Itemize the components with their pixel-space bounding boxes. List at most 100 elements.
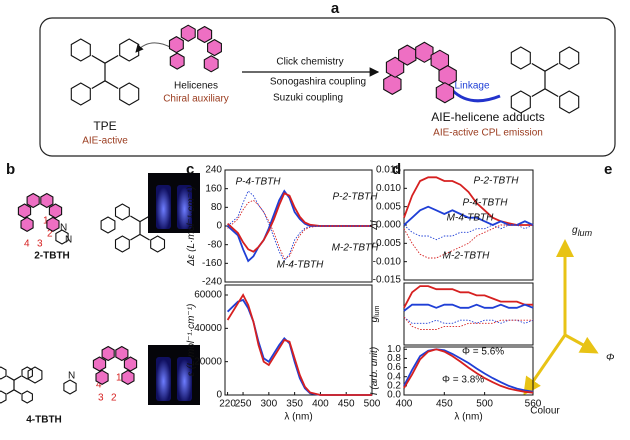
ring	[46, 216, 60, 233]
y-axis-label-text: I (arb. unit)	[369, 347, 380, 395]
ring	[168, 35, 184, 54]
bond	[531, 88, 546, 98]
y-tick-label: -0.015	[373, 275, 402, 286]
y-tick-label: -0.010	[373, 256, 402, 267]
ring	[26, 192, 40, 209]
linkage-line	[450, 88, 501, 103]
method: Suzuki coupling	[273, 93, 343, 104]
y-axis-label-text: ε (L·mol⁻¹·cm⁻¹)	[186, 304, 197, 377]
ring	[180, 24, 196, 42]
product-note: AIE-active CPL emission	[433, 128, 543, 139]
series-line	[403, 348, 534, 394]
series-line	[403, 348, 534, 393]
y-tick-label: 160	[205, 183, 222, 194]
series-line	[403, 303, 534, 312]
axis-arrow	[564, 333, 599, 354]
ring	[63, 379, 77, 395]
vial	[156, 357, 171, 401]
ring	[121, 369, 135, 386]
x-axis-label: λ (nm)	[284, 412, 312, 423]
locant: 4	[24, 239, 30, 250]
locant: 1	[116, 373, 122, 384]
y-tick-label: 60000	[194, 290, 222, 301]
bond	[531, 62, 546, 72]
series-line	[227, 190, 372, 262]
y-tick-label: -0.005	[373, 238, 402, 249]
y-tick-label: 0.8	[387, 353, 401, 364]
y-tick-label: 0.0	[387, 390, 401, 401]
structures	[0, 24, 580, 405]
helicene-note: Chiral auxiliary	[163, 94, 229, 105]
y-tick-label: -240	[202, 277, 222, 288]
plot-frame	[224, 284, 373, 396]
ring	[101, 345, 115, 362]
y-tick-label: -160	[202, 258, 222, 269]
x-tick-label: 450	[436, 399, 453, 410]
y-axis-label-text: g	[369, 316, 380, 322]
y-tick-label: 0	[216, 390, 222, 401]
ring	[40, 192, 54, 209]
locant: 3	[37, 239, 43, 250]
ring	[17, 203, 32, 219]
ring	[398, 44, 417, 66]
bond	[13, 375, 22, 381]
ring	[169, 52, 185, 70]
product-label: AIE-helicene adducts	[431, 110, 544, 124]
series-label: P-2-TBTH	[333, 192, 379, 203]
y-axis-label-text: Δε (L·mol⁻¹·cm⁻¹)	[186, 186, 197, 266]
bond	[91, 54, 106, 64]
series-line	[403, 224, 534, 241]
y-tick-label: 20000	[194, 356, 222, 367]
x-tick-label: 400	[396, 399, 413, 410]
y-tick-label: 240	[205, 165, 222, 176]
y-tick-label: 40000	[194, 323, 222, 334]
compound-label: 4-TBTH	[26, 415, 62, 426]
x-tick-label: 400	[312, 399, 329, 410]
ring	[203, 55, 219, 73]
y-tick-label: 0.005	[376, 201, 401, 212]
y-tick-label: 80	[211, 202, 223, 213]
panel-letter: c	[186, 161, 194, 178]
bond	[6, 375, 15, 381]
ring	[123, 356, 138, 372]
ring	[383, 73, 402, 96]
ring	[114, 235, 130, 253]
axis-subscript: lum	[578, 228, 593, 238]
series-line	[403, 176, 533, 226]
ring	[0, 366, 7, 380]
locant: 3	[98, 393, 104, 404]
ring	[559, 46, 580, 70]
x-tick-label: 350	[286, 399, 303, 410]
y-axis-label: I (arb. unit)	[369, 347, 380, 395]
ring	[0, 390, 7, 404]
annotation: Φ = 5.6%	[462, 347, 504, 358]
annotation: Φ = 3.8%	[442, 375, 484, 386]
x-tick-label: 220	[219, 399, 236, 410]
vial	[177, 357, 192, 401]
bond	[91, 80, 106, 90]
ring	[207, 38, 222, 57]
x-tick-label: 450	[338, 399, 355, 410]
bond	[13, 389, 22, 395]
ring	[435, 82, 455, 104]
axis-label: Φ	[606, 353, 614, 364]
y-axis-label: glum	[369, 305, 381, 322]
series-label: M-2-TBTH	[332, 243, 379, 254]
axis-arrow	[523, 334, 567, 396]
x-tick-label: 560	[525, 399, 542, 410]
y-tick-label: 0.000	[376, 220, 401, 231]
y-axis-label: ΔI	[369, 220, 380, 231]
x-axis-label: λ (nm)	[454, 412, 482, 423]
ring	[119, 82, 140, 106]
locant: 2	[111, 393, 117, 404]
locant: 2	[47, 229, 53, 240]
ring	[438, 64, 457, 87]
ring	[197, 25, 213, 44]
ring	[48, 203, 63, 219]
y-tick-label: -80	[208, 239, 223, 250]
locant: 1	[43, 216, 49, 227]
linkage-label: Linkage	[454, 81, 489, 92]
ring	[70, 38, 91, 62]
ring	[150, 235, 166, 253]
